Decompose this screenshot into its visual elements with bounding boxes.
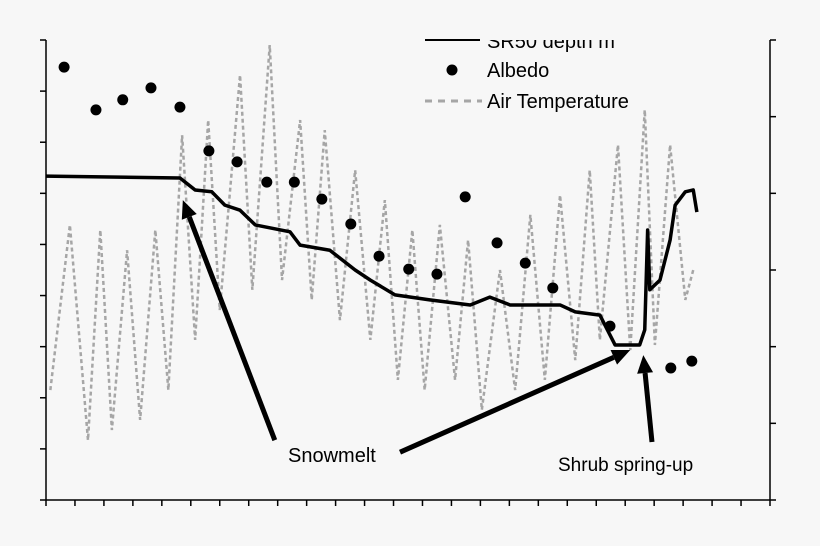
albedo-point (231, 156, 243, 168)
annotation-arrow-head (637, 355, 654, 374)
albedo-point (174, 101, 186, 113)
albedo-series (58, 61, 698, 374)
annotation-arrows (181, 200, 655, 455)
albedo-point (288, 176, 300, 188)
annotation-arrow-shaft (186, 215, 278, 442)
albedo-point (547, 282, 559, 294)
albedo-point (203, 145, 215, 157)
albedo-point (686, 355, 698, 367)
albedo-point (604, 320, 616, 332)
albedo-point (117, 94, 129, 106)
albedo-point (145, 82, 157, 94)
albedo-point (316, 193, 328, 205)
annotation-arrow-head (181, 200, 197, 220)
legend-label-albedo: Albedo (487, 60, 549, 82)
annotation-arrow-shaft (642, 372, 655, 443)
legend-label-depth: SR50 depth m (487, 31, 615, 53)
albedo-point (261, 176, 273, 188)
albedo-point (373, 250, 385, 262)
sr50-depth-line (45, 174, 699, 347)
annotation-shrub-spring-up: Shrub spring-up (558, 455, 693, 476)
albedo-point (519, 257, 531, 269)
legend-label-temperature: Air Temperature (487, 91, 629, 113)
legend: SR50 depth m Albedo Air Temperature (425, 31, 629, 113)
albedo-point (58, 61, 70, 73)
air-temperature-series (49, 44, 695, 441)
air-temperature-line (49, 44, 695, 441)
sr50-depth-series (45, 174, 699, 347)
albedo-point (665, 362, 677, 374)
albedo-point (491, 237, 503, 249)
albedo-point (431, 268, 443, 280)
albedo-point (90, 104, 102, 116)
albedo-point (345, 218, 357, 230)
legend-swatch-albedo (446, 64, 458, 76)
annotation-snowmelt: Snowmelt (288, 445, 376, 467)
albedo-point (403, 263, 415, 275)
albedo-point (459, 191, 471, 203)
annotation-arrow-shaft (399, 355, 615, 455)
annotation-arrow-head (610, 350, 631, 365)
axes (40, 39, 776, 506)
